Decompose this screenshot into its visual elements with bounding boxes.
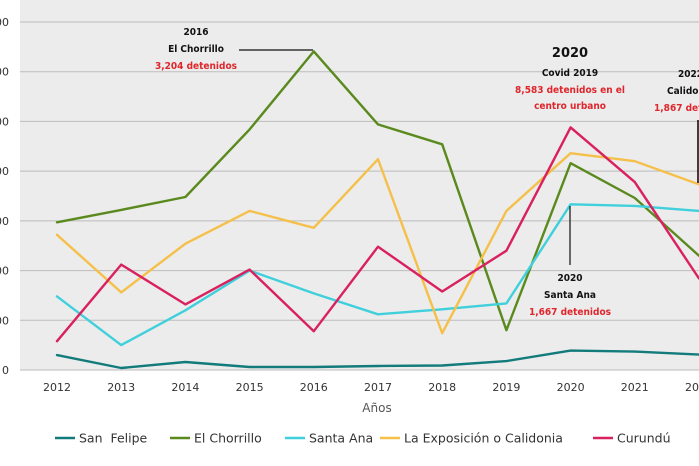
y-tick-label: 2,000	[0, 165, 9, 178]
y-tick-label: 2,500	[0, 115, 9, 128]
series-line-curund	[55, 126, 699, 343]
y-tick-label: 500	[0, 314, 9, 327]
series-line-el-chorrillo	[55, 50, 699, 332]
y-tick-label: 3,500	[0, 16, 9, 29]
annotation-covid-count-line1: 8,583 detenidos en el	[515, 85, 625, 96]
legend-label-san-felipe: San Felipe	[79, 431, 148, 446]
legend: San Felipe El Chorrillo Santa Ana La Exposi…	[55, 431, 671, 446]
y-tick-label: 0	[2, 364, 9, 377]
x-tick-label: 2013	[107, 381, 135, 394]
y-tick-label: 1,000	[0, 265, 9, 278]
annotation-covid-count-line2: centro urbano	[534, 101, 606, 112]
x-axis-title: Años	[362, 401, 391, 415]
x-tick-label: 2014	[171, 381, 199, 394]
y-tick-label: 3,000	[0, 66, 9, 79]
x-tick-label: 2019	[492, 381, 520, 394]
annotation-santa-ana-year: 2020	[557, 273, 582, 284]
x-tick-label: 2016	[300, 381, 328, 394]
annotation-2016-year: 2016	[183, 27, 208, 38]
x-tick-label: 2020	[557, 381, 585, 394]
annotation-calidonia-place: Calidonia	[667, 86, 699, 97]
annotation-2016-count: 3,204 detenidos	[155, 61, 237, 72]
annotation-calidonia-count: 1,867 detenidos	[654, 103, 699, 114]
series-line-la-exposici-n-o-calidonia	[55, 151, 699, 335]
legend-label-santa-ana: Santa Ana	[309, 431, 373, 446]
legend-label-el-chorrillo: El Chorrillo	[194, 431, 262, 446]
series-line-san-felipe	[55, 349, 699, 370]
annotation-2016-place: El Chorrillo	[168, 44, 224, 55]
x-tick-label: 2017	[364, 381, 392, 394]
x-tick-label: 2012	[43, 381, 71, 394]
legend-label-la-exposici-n-o-calidonia: La Exposición o Calidonia	[404, 431, 563, 446]
legend-label-curund: Curundú	[617, 431, 671, 446]
x-tick-label: 2015	[236, 381, 264, 394]
series-line-santa-ana	[55, 203, 699, 347]
x-tick-label: 2022	[685, 381, 699, 394]
annotation-covid-title: 2020	[552, 46, 588, 61]
annotation-calidonia-year: 2022	[678, 69, 699, 80]
annotation-covid-subtitle: Covid 2019	[542, 68, 598, 79]
y-tick-label: 1,500	[0, 215, 9, 228]
annotation-santa-ana-count: 1,667 detenidos	[529, 307, 611, 318]
x-tick-label: 2018	[428, 381, 456, 394]
annotation-santa-ana-place: Santa Ana	[544, 290, 596, 301]
x-tick-label: 2021	[621, 381, 649, 394]
